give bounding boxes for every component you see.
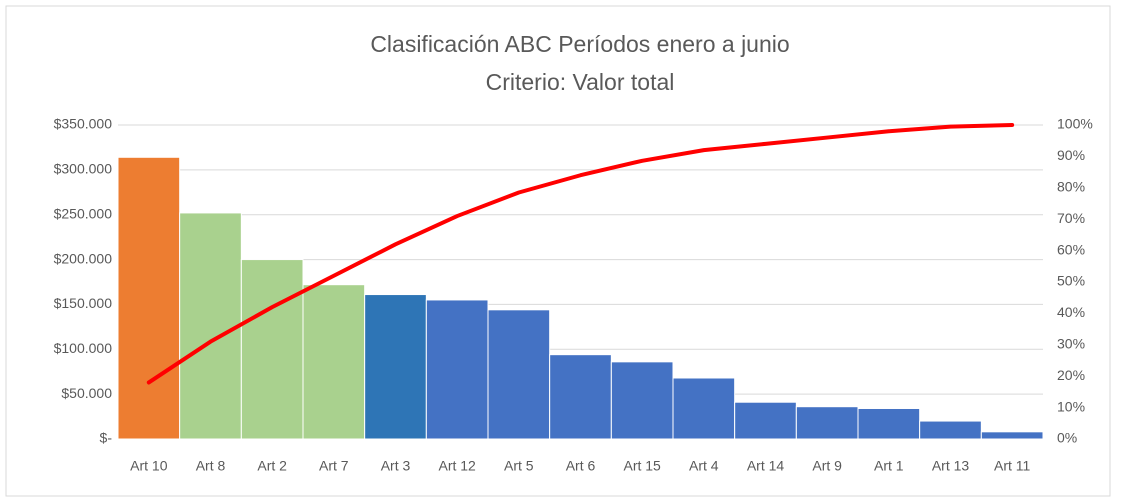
y-tick-label: $150.000 — [54, 295, 113, 311]
y-tick-label: $300.000 — [54, 161, 113, 177]
x-tick-label: Art 12 — [438, 458, 476, 474]
bar — [549, 354, 612, 440]
x-tick-label: Art 5 — [504, 458, 534, 474]
bar — [117, 156, 181, 440]
x-tick-label: Art 13 — [932, 458, 970, 474]
y-tick-label: $- — [100, 430, 113, 446]
chart-title: Clasificación ABC Períodos enero a junio — [370, 31, 789, 57]
bar — [795, 406, 859, 440]
y2-tick-label: 100% — [1057, 116, 1093, 132]
chart-subtitle: Criterio: Valor total — [486, 69, 675, 95]
y2-tick-label: 40% — [1057, 304, 1085, 320]
y-tick-label: $200.000 — [54, 250, 113, 266]
y2-tick-label: 10% — [1057, 398, 1085, 414]
x-tick-label: Art 8 — [196, 458, 226, 474]
bar — [179, 212, 242, 440]
bar — [734, 401, 797, 440]
x-tick-label: Art 11 — [994, 458, 1031, 474]
bar — [425, 299, 489, 440]
bar — [610, 361, 674, 440]
x-tick-label: Art 6 — [566, 458, 596, 474]
x-tick-label: Art 3 — [381, 458, 411, 474]
bar — [672, 377, 736, 440]
x-tick-label: Art 2 — [257, 458, 287, 474]
bar — [980, 431, 1044, 440]
y2-tick-label: 80% — [1057, 179, 1085, 195]
y2-tick-label: 30% — [1057, 336, 1085, 352]
y2-tick-label: 0% — [1057, 430, 1077, 446]
y2-tick-label: 60% — [1057, 241, 1085, 257]
x-tick-label: Art 9 — [812, 458, 842, 474]
bar — [302, 284, 366, 440]
x-tick-label: Art 4 — [689, 458, 719, 474]
y2-tick-label: 70% — [1057, 210, 1085, 226]
bar — [364, 294, 427, 440]
y2-tick-label: 50% — [1057, 273, 1085, 289]
y2-tick-label: 20% — [1057, 367, 1085, 383]
bar — [919, 420, 982, 440]
y2-tick-label: 90% — [1057, 147, 1085, 163]
x-tick-label: Art 14 — [747, 458, 785, 474]
y-tick-label: $350.000 — [54, 116, 113, 132]
y-tick-label: $250.000 — [54, 205, 113, 221]
bar — [487, 309, 551, 440]
bar — [240, 259, 304, 440]
cumulative-line — [146, 123, 1015, 385]
x-tick-label: Art 1 — [874, 458, 904, 474]
bar — [857, 407, 921, 440]
y-tick-label: $100.000 — [54, 340, 113, 356]
x-tick-label: Art 10 — [130, 458, 168, 474]
x-tick-label: Art 15 — [623, 458, 661, 474]
x-tick-label: Art 7 — [319, 458, 349, 474]
y-tick-label: $50.000 — [61, 385, 112, 401]
